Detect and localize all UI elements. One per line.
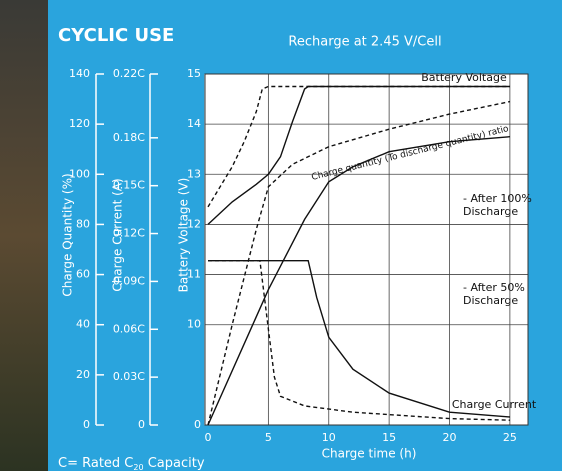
x-tick-label: 15 [382, 431, 396, 444]
x-tick-label: 20 [443, 431, 457, 444]
annotation: - After 100% [463, 192, 532, 205]
y3-axis-title: Battery Voltage (V) [177, 178, 191, 293]
series-line [208, 260, 510, 418]
footnote-text: Capacity [144, 456, 205, 471]
annotation: Discharge [463, 205, 518, 218]
footnote-sub: 20 [133, 463, 143, 471]
y2-tick-label: 0.09C [113, 274, 145, 287]
y-tick-label: 80 [76, 217, 90, 230]
x-tick-label: 10 [322, 431, 336, 444]
series-line [208, 260, 510, 421]
y3-tick-label: 11 [187, 268, 201, 281]
x-tick-label: 5 [265, 431, 272, 444]
y3-tick-label: 14 [187, 117, 201, 130]
annotation: Discharge [463, 294, 518, 307]
series-line [207, 100, 511, 426]
x-axis-title: Charge time (h) [322, 447, 417, 461]
y2-tick-label: 0 [138, 418, 145, 431]
y-tick-label: 20 [76, 368, 90, 381]
footnote: C= Rated C20 Capacity [58, 456, 205, 471]
x-tick-label: 0 [205, 431, 212, 444]
y2-tick-label: 0.06C [113, 322, 145, 335]
series-line [207, 136, 510, 426]
plot-border [204, 73, 529, 426]
y-tick-label: 40 [76, 318, 90, 331]
annotation: - After 50% [463, 281, 525, 294]
series-line [207, 85, 510, 225]
y3-tick-label: 10 [187, 318, 201, 331]
y-axis-title: Charge Quantity (%) [61, 173, 75, 296]
plot-area [205, 74, 528, 425]
y-tick-label: 140 [69, 67, 90, 80]
subtitle: Recharge at 2.45 V/Cell [288, 35, 441, 50]
annotation: Battery Voltage [421, 71, 507, 84]
footnote-text: C= Rated C [58, 456, 133, 471]
y-tick-label: 60 [76, 268, 90, 281]
y2-tick-label: 0.18C [113, 131, 145, 144]
y3-tick-label: 13 [187, 167, 201, 180]
y3-tick-label: 15 [187, 67, 201, 80]
chart-title: CYCLIC USE [58, 25, 174, 46]
annotation: Charge Current [452, 398, 537, 411]
x-tick-label: 25 [503, 431, 517, 444]
y3-tick-label: 0 [194, 418, 201, 431]
y2-tick-label: 0.03C [113, 370, 145, 383]
y2-tick-label: 0.22C [113, 67, 145, 80]
y-tick-label: 0 [83, 418, 90, 431]
series-line [207, 85, 510, 208]
y2-tick-label: 0.15C [113, 179, 145, 192]
y-tick-label: 120 [69, 117, 90, 130]
y-tick-label: 100 [69, 167, 90, 180]
y2-tick-label: 0.12C [113, 227, 145, 240]
y2-axis-title: Charge Current (A) [111, 178, 125, 291]
photo-background [0, 0, 48, 471]
y3-tick-label: 12 [187, 217, 201, 230]
